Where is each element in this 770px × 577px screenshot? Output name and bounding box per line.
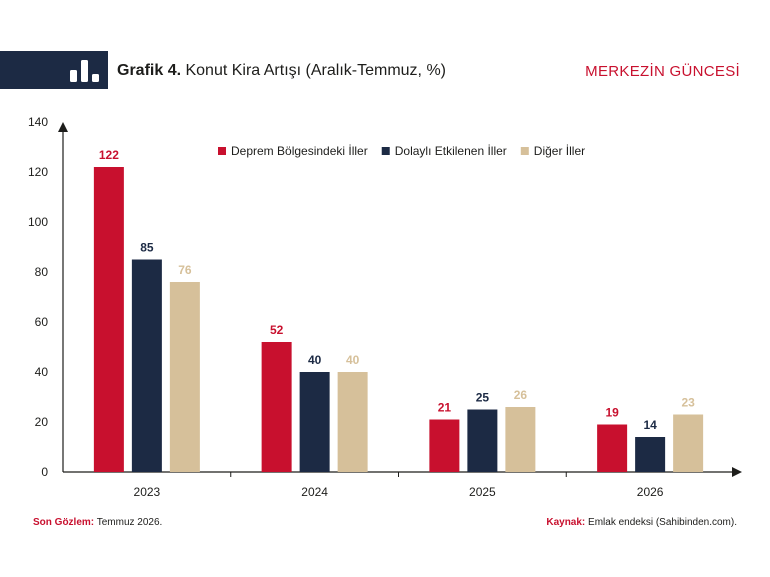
source-value: Emlak endeksi (Sahibinden.com). xyxy=(588,517,737,528)
y-tick-label: 120 xyxy=(28,165,48,179)
data-label: 14 xyxy=(643,418,657,432)
y-tick-label: 80 xyxy=(35,265,49,279)
footer-source: Kaynak: Emlak endeksi (Sahibinden.com). xyxy=(546,517,737,528)
bar xyxy=(131,259,162,472)
brand-logo-text: MERKEZİN GÜNCESİ xyxy=(585,63,740,80)
bar xyxy=(261,342,292,472)
y-tick-label: 140 xyxy=(28,115,48,129)
title-number: Grafik 4. xyxy=(117,62,182,79)
bar xyxy=(505,407,536,472)
x-tick-label: 2024 xyxy=(301,485,328,499)
bar xyxy=(467,409,498,472)
data-label: 122 xyxy=(99,148,119,162)
x-tick-label: 2023 xyxy=(134,485,161,499)
bar xyxy=(597,424,628,472)
y-axis-arrow xyxy=(58,122,68,132)
bar xyxy=(429,419,460,472)
bar xyxy=(299,372,330,472)
legend-label: Deprem Bölgesindeki İller xyxy=(231,144,368,158)
x-tick-label: 2025 xyxy=(469,485,496,499)
data-label: 40 xyxy=(308,353,322,367)
bar xyxy=(635,437,666,472)
y-tick-label: 40 xyxy=(35,365,49,379)
bar xyxy=(337,372,368,472)
last-observation-value: Temmuz 2026. xyxy=(96,517,163,528)
bar xyxy=(169,282,200,472)
last-observation-label: Son Gözlem: xyxy=(33,517,95,528)
y-tick-label: 0 xyxy=(41,465,48,479)
y-tick-label: 20 xyxy=(35,415,49,429)
legend-label: Dolaylı Etkilenen İller xyxy=(395,144,507,158)
title-text: Konut Kira Artışı (Aralık-Temmuz, %) xyxy=(185,62,446,79)
data-label: 40 xyxy=(346,353,360,367)
data-label: 52 xyxy=(270,323,284,337)
x-tick-label: 2026 xyxy=(637,485,664,499)
bar xyxy=(93,167,124,472)
x-axis-arrow xyxy=(732,467,742,477)
footer-last-observation: Son Gözlem: Temmuz 2026. xyxy=(33,517,162,528)
data-label: 23 xyxy=(681,396,695,410)
header-band xyxy=(0,51,108,89)
source-label: Kaynak: xyxy=(546,517,586,528)
legend-swatch xyxy=(381,147,390,155)
y-tick-label: 100 xyxy=(28,215,48,229)
bar xyxy=(673,414,704,472)
y-tick-label: 60 xyxy=(35,315,49,329)
data-label: 25 xyxy=(476,391,490,405)
legend-swatch xyxy=(520,147,529,155)
legend-label: Diğer İller xyxy=(534,144,585,158)
data-label: 85 xyxy=(140,241,154,255)
bar-chart-icon xyxy=(70,60,99,82)
data-label: 76 xyxy=(178,263,192,277)
data-label: 21 xyxy=(438,401,452,415)
legend-swatch xyxy=(218,147,226,155)
page-title: Grafik 4. Konut Kira Artışı (Aralık-Temm… xyxy=(117,62,446,80)
data-label: 26 xyxy=(514,388,528,402)
data-label: 19 xyxy=(605,406,619,420)
